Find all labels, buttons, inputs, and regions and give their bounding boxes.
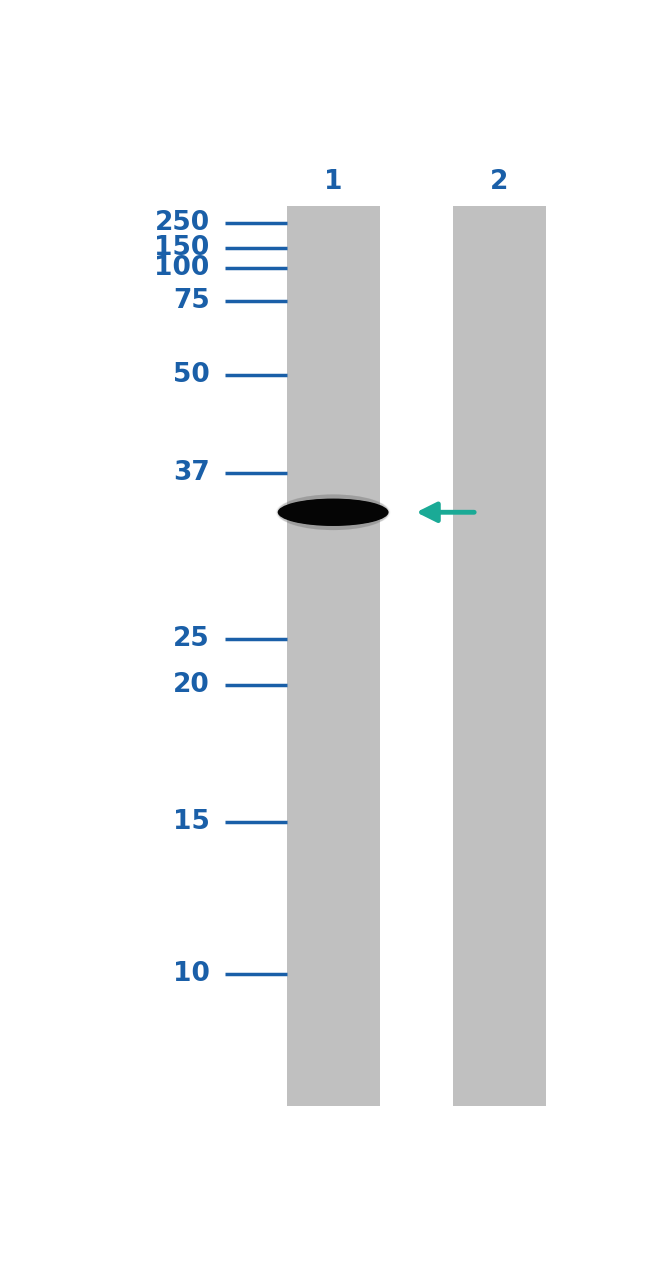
Ellipse shape bbox=[320, 509, 346, 516]
Ellipse shape bbox=[307, 505, 359, 518]
Ellipse shape bbox=[277, 494, 389, 530]
Ellipse shape bbox=[294, 503, 372, 522]
Ellipse shape bbox=[289, 502, 378, 523]
Ellipse shape bbox=[322, 509, 344, 516]
Ellipse shape bbox=[328, 511, 339, 513]
Bar bbox=[453, 206, 546, 1106]
Ellipse shape bbox=[287, 500, 380, 523]
Text: 250: 250 bbox=[155, 210, 210, 236]
Ellipse shape bbox=[283, 500, 383, 525]
Ellipse shape bbox=[298, 504, 368, 521]
Ellipse shape bbox=[313, 507, 354, 517]
Text: 2: 2 bbox=[490, 169, 508, 194]
Text: 1: 1 bbox=[324, 169, 343, 194]
Ellipse shape bbox=[302, 504, 365, 519]
Text: 37: 37 bbox=[173, 460, 210, 486]
Ellipse shape bbox=[278, 494, 389, 530]
Text: 15: 15 bbox=[173, 809, 210, 836]
Ellipse shape bbox=[278, 499, 389, 526]
Ellipse shape bbox=[306, 505, 361, 519]
Ellipse shape bbox=[300, 504, 367, 521]
Ellipse shape bbox=[315, 508, 352, 517]
Ellipse shape bbox=[311, 507, 356, 518]
Ellipse shape bbox=[304, 505, 363, 519]
Ellipse shape bbox=[318, 508, 348, 516]
Ellipse shape bbox=[281, 499, 385, 525]
Ellipse shape bbox=[277, 494, 389, 530]
Ellipse shape bbox=[292, 502, 374, 522]
Text: 75: 75 bbox=[173, 288, 210, 314]
Ellipse shape bbox=[285, 500, 381, 525]
Ellipse shape bbox=[280, 499, 387, 526]
Ellipse shape bbox=[296, 503, 370, 522]
Bar bbox=[287, 206, 380, 1106]
Text: 100: 100 bbox=[155, 255, 210, 281]
Ellipse shape bbox=[326, 511, 341, 514]
Ellipse shape bbox=[317, 508, 350, 517]
Text: 50: 50 bbox=[173, 362, 210, 389]
Ellipse shape bbox=[324, 511, 343, 514]
Ellipse shape bbox=[291, 502, 376, 523]
Text: 150: 150 bbox=[155, 235, 210, 262]
Text: 25: 25 bbox=[173, 626, 210, 653]
Text: 20: 20 bbox=[173, 672, 210, 699]
Text: 10: 10 bbox=[173, 961, 210, 987]
Ellipse shape bbox=[330, 512, 337, 513]
Ellipse shape bbox=[276, 494, 390, 530]
Ellipse shape bbox=[309, 507, 357, 518]
